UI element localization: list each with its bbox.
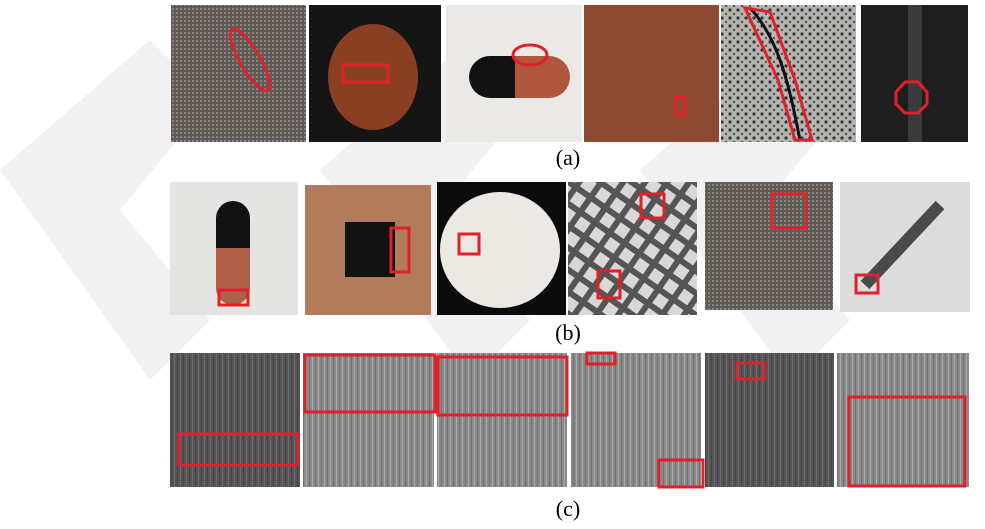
panel-label: (b) [555,320,581,345]
capsule-half [216,201,250,248]
image-tile [303,353,434,487]
image-tile [571,353,701,487]
panel-label: (c) [556,496,580,521]
image-tile [171,5,306,142]
image-tile [568,182,697,315]
image-tile [705,182,833,310]
figure: (a) (b) (c) [0,0,985,529]
row-b [170,182,970,315]
image-tile [837,353,969,487]
image-tile [584,5,719,142]
row-c [170,353,969,487]
image-tile [437,353,567,487]
capsule-half [469,56,515,98]
image-tile [705,353,834,487]
panel-label: (a) [556,145,580,170]
image-tile [170,353,300,487]
component [345,222,395,277]
row-a [171,5,968,142]
capsule-half [216,248,250,305]
zipper-teeth [908,5,922,142]
